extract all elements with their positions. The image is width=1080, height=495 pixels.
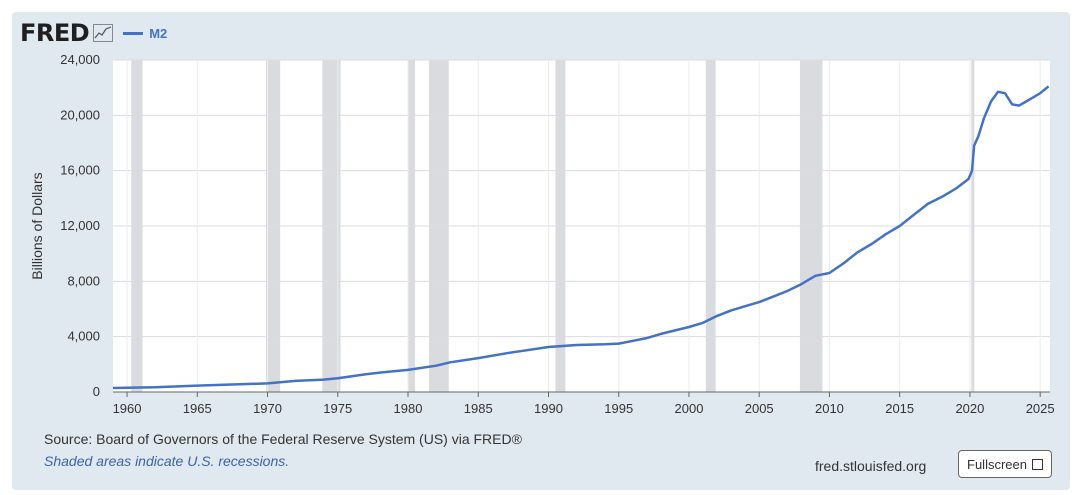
y-tick-label: 24,000 [60,52,100,67]
x-tick-label: 1985 [464,401,493,416]
x-tick-label: 1970 [253,401,282,416]
x-tick-label: 2005 [745,401,774,416]
fullscreen-icon [1031,458,1043,470]
recession-note: Shaded areas indicate U.S. recessions. [44,453,290,469]
x-tick-label: 2000 [675,401,704,416]
x-tick-label: 2025 [1026,401,1055,416]
fred-site-link[interactable]: fred.stlouisfed.org [815,458,927,474]
chart-header: FRED M2 [20,18,167,48]
x-tick-label: 2010 [815,401,844,416]
x-tick-label: 2015 [885,401,914,416]
x-tick-label: 1995 [604,401,633,416]
source-text: Source: Board of Governors of the Federa… [44,431,522,447]
legend-label: M2 [149,25,168,41]
legend-swatch [123,31,144,35]
y-tick-label: 12,000 [60,218,100,233]
line-chart-icon [93,24,114,42]
x-tick-label: 1980 [394,401,423,416]
fullscreen-button[interactable]: Fullscreen [958,450,1052,478]
fred-logo[interactable]: FRED [20,19,90,47]
y-tick-label: 4,000 [67,329,100,344]
x-tick-label: 1960 [113,401,142,416]
x-tick-label: 1965 [183,401,212,416]
y-tick-label: 20,000 [60,107,100,122]
legend: M2 [123,26,167,41]
y-tick-label: 16,000 [60,163,100,178]
y-axis-title: Billions of Dollars [29,172,45,279]
series-line-m2 [112,85,1050,390]
fullscreen-button-label: Fullscreen [967,456,1027,472]
x-tick-label: 1975 [323,401,352,416]
x-tick-label: 1990 [534,401,563,416]
y-tick-label: 8,000 [67,273,100,288]
y-tick-label: 0 [93,384,100,399]
x-tick-label: 2020 [955,401,984,416]
